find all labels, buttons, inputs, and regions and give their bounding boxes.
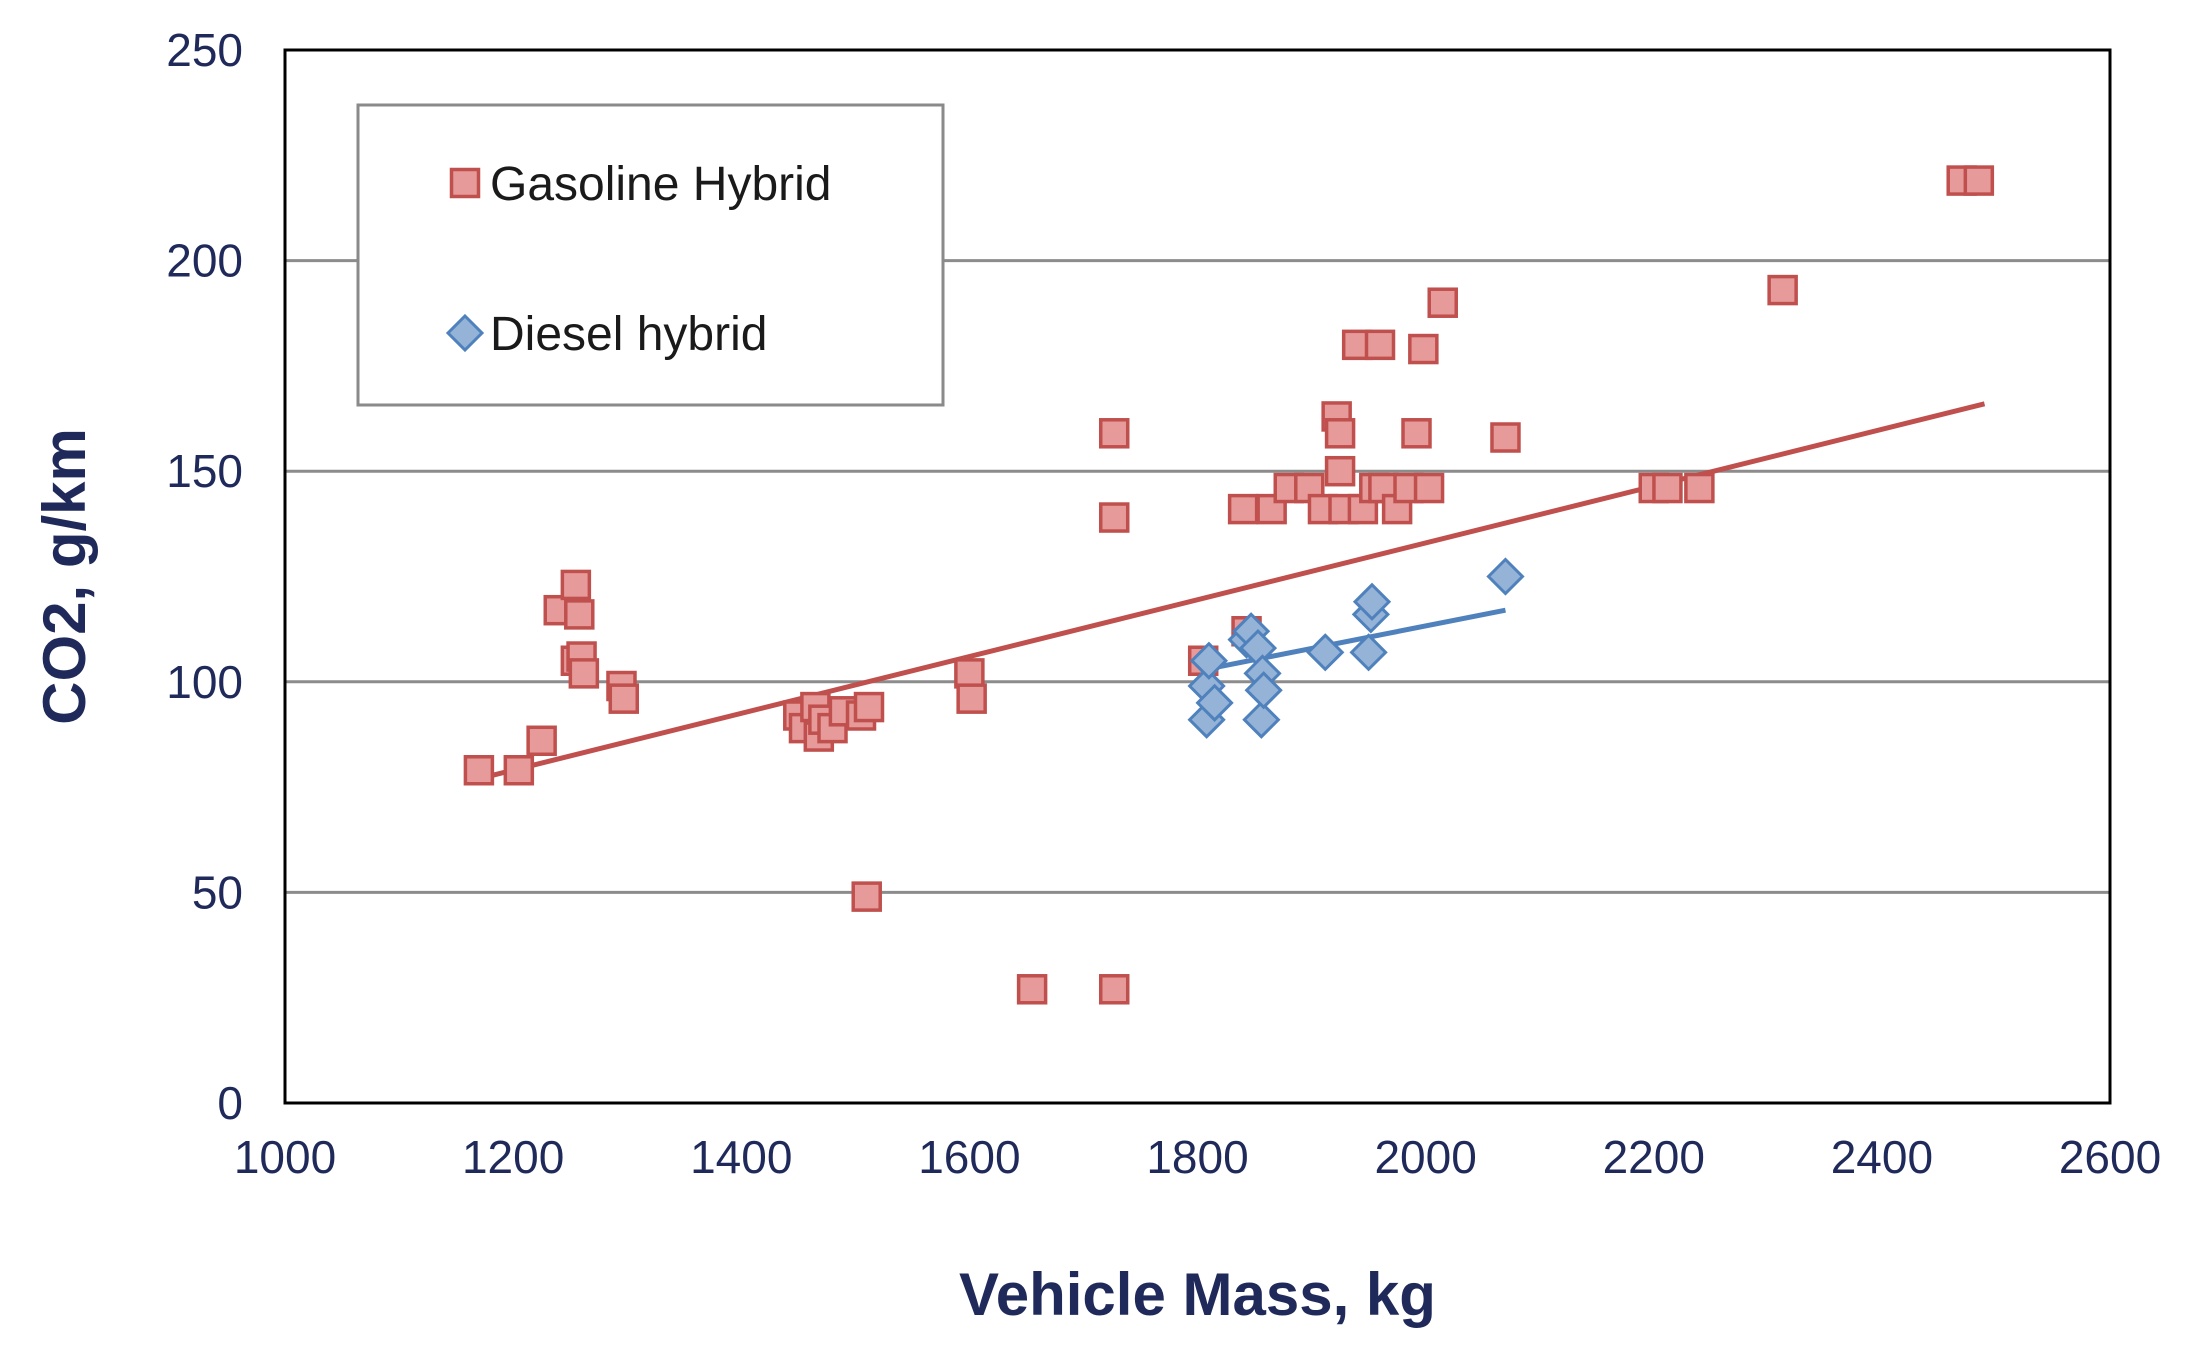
gasoline-hybrid-point	[1016, 974, 1048, 1005]
gasoline-hybrid-point	[1684, 472, 1715, 504]
x-tick-label: 2600	[2059, 1131, 2161, 1183]
trendlines	[478, 401, 1986, 782]
y-tick-label: 50	[192, 866, 243, 918]
x-tick-label: 1400	[690, 1131, 792, 1183]
gasoline-hybrid-point	[1652, 472, 1683, 504]
gasoline-hybrid-point	[1401, 418, 1432, 449]
diesel-hybrid-point	[1242, 700, 1281, 739]
gasoline-hybrid-point	[1364, 329, 1396, 361]
legend-marker-gasoline-hybrid	[449, 167, 481, 199]
legend-marker-diesel-hybrid	[445, 313, 485, 353]
gasoline-hybrid-point	[1324, 455, 1356, 487]
plot-area-frame	[283, 48, 2112, 1105]
gasoline-hybrid-point	[1413, 472, 1445, 504]
gasoline-hybrid-point	[503, 755, 535, 786]
legend-entry-gasoline-hybrid: Gasoline Hybrid	[490, 158, 831, 211]
x-axis-title: Vehicle Mass, kg	[959, 1261, 1436, 1328]
gasoline-hybrid-point	[1767, 274, 1798, 306]
y-tick-label: 0	[217, 1077, 243, 1129]
legend-square-icon	[449, 167, 481, 199]
gasoline-hybrid-point	[956, 683, 987, 714]
gasoline-hybrid-point	[1963, 165, 1995, 196]
x-tick-label: 2400	[1831, 1131, 1933, 1183]
gasoline-hybrid-point	[853, 691, 885, 723]
data-points	[463, 165, 1995, 1005]
gasoline-hybrid-point	[1324, 418, 1356, 449]
gasoline-hybrid-point	[608, 683, 640, 714]
gasoline-hybrid-point	[463, 755, 495, 786]
diesel-hybrid-point	[1352, 582, 1392, 621]
x-tick-label: 1600	[918, 1131, 1020, 1183]
gasoline-hybrid-point	[564, 599, 595, 630]
x-tick-label: 1200	[462, 1131, 564, 1183]
y-axis-title: CO2, g/km	[31, 428, 98, 725]
diesel-hybrid-point	[1306, 633, 1345, 672]
gasoline-hybrid-point	[851, 881, 882, 912]
x-tick-label: 2000	[1374, 1131, 1476, 1183]
legend-entry-diesel-hybrid: Diesel hybrid	[490, 308, 767, 361]
x-tick-label: 1000	[234, 1131, 336, 1183]
diesel-hybrid-point	[1244, 671, 1283, 710]
gasoline-hybrid-point	[1098, 974, 1130, 1005]
gasoline-hybrid-point	[526, 725, 557, 757]
gasoline-hybrid-point	[954, 658, 985, 689]
tick-labels: 0 50 100 150 200 250 1000 1200 1400 1600 1800 2000 2…	[166, 24, 2161, 1183]
gasoline-hybrid-trendline	[478, 401, 1986, 782]
x-tick-label: 2200	[1603, 1131, 1705, 1183]
legend-box	[356, 103, 945, 407]
diesel-hybrid-point	[1189, 641, 1229, 680]
y-tick-label: 150	[166, 445, 243, 497]
gasoline-hybrid-point	[1098, 418, 1130, 449]
gasoline-hybrid-point	[1490, 422, 1521, 453]
legend: Gasoline Hybrid Diesel hybrid	[356, 103, 945, 407]
gasoline-hybrid-point	[568, 658, 600, 689]
diesel-hybrid-point	[1486, 557, 1525, 596]
y-tick-label: 250	[166, 24, 243, 76]
gasoline-hybrid-point	[1227, 493, 1259, 525]
y-tick-label: 200	[166, 235, 243, 287]
gasoline-hybrid-point	[1408, 333, 1439, 365]
diesel-hybrid-point	[1195, 683, 1234, 722]
legend-diamond-icon	[445, 313, 485, 353]
y-tick-label: 100	[166, 656, 243, 708]
gasoline-hybrid-point	[1381, 493, 1413, 525]
gasoline-hybrid-point	[1427, 287, 1458, 318]
gasoline-hybrid-point	[560, 569, 592, 601]
diesel-hybrid-point	[1349, 633, 1388, 672]
x-tick-label: 1800	[1146, 1131, 1248, 1183]
gasoline-hybrid-point	[1098, 502, 1130, 533]
